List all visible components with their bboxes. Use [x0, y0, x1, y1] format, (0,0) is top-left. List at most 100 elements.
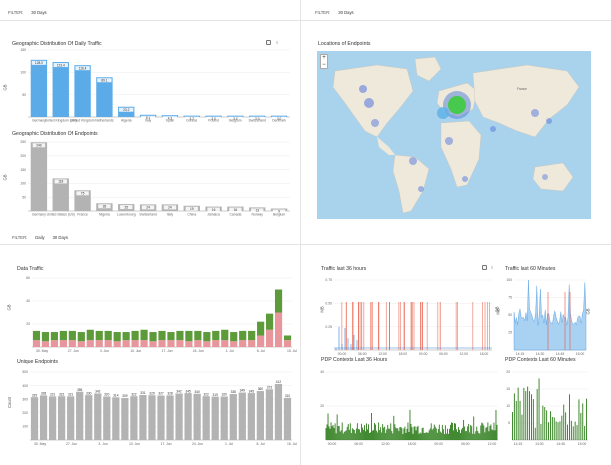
- geo-traffic-xtick: Denmark: [272, 119, 286, 123]
- unique-endpoints-ytick: 300: [22, 397, 28, 401]
- data-label: 309: [122, 394, 128, 398]
- data-label: 328: [167, 392, 173, 396]
- geo-endpoints-xtick: United States (US): [47, 213, 75, 217]
- save-icon[interactable]: [266, 40, 271, 45]
- traffic60-ytick: 25: [508, 331, 512, 335]
- unique-endpoints-xtick: 24. Jun: [192, 442, 203, 446]
- unique-endpoints-bar: [67, 396, 75, 440]
- save-icon[interactable]: [482, 265, 487, 270]
- zoom-in-button[interactable]: +: [322, 55, 326, 61]
- filter-value[interactable]: 30 Days: [31, 10, 47, 15]
- filter-value-daily[interactable]: Daily: [35, 235, 45, 240]
- geo-traffic-ytick: 100: [20, 71, 26, 75]
- filter-value[interactable]: 30 Days: [338, 10, 354, 15]
- data-label: 24: [168, 206, 172, 210]
- pdp60-bar: [572, 426, 574, 440]
- traffic36-xtick: 18:00: [399, 352, 408, 356]
- data-traffic-bar-segment: [113, 341, 121, 347]
- pdp60-bar: [559, 421, 561, 440]
- data-traffic-bar-segment: [203, 332, 211, 342]
- data-traffic-bar-segment: [239, 340, 247, 347]
- pdp60-bar: [548, 422, 549, 440]
- filter-bar-top-right[interactable]: FILTER: 30 Days: [315, 10, 354, 15]
- menu-icon[interactable]: ≡: [491, 265, 494, 270]
- traffic36-xtick: 12:00: [378, 352, 387, 356]
- data-traffic-bar-segment: [167, 332, 175, 341]
- data-traffic-bar-segment: [77, 332, 85, 342]
- filter-label: FILTER:: [12, 235, 28, 240]
- data-label-bg: [53, 63, 68, 68]
- pdp60-bar: [561, 415, 563, 440]
- geo-endpoints-bar: [30, 142, 48, 211]
- unique-endpoints-xtick: 15. Jul: [287, 442, 297, 446]
- data-traffic-bar-segment: [283, 335, 292, 341]
- data-label: 373: [267, 385, 273, 389]
- unique-endpoints-bar: [121, 397, 129, 440]
- data-label: 330: [86, 391, 92, 395]
- data-label: 4.3: [168, 116, 173, 120]
- pdp36-xtick: 06:00: [354, 442, 363, 446]
- geo-endpoints-ytick: 50: [22, 195, 26, 199]
- data-label: 412: [276, 380, 282, 384]
- pdp60-bar: [565, 412, 567, 440]
- data-label: 345: [249, 389, 255, 393]
- data-traffic-bar-segment: [158, 340, 166, 347]
- data-traffic-bar-segment: [59, 340, 67, 347]
- data-label-bg: [272, 209, 286, 214]
- unique-endpoints-bar: [265, 389, 274, 440]
- geo-traffic-ytick: 50: [22, 93, 26, 97]
- filter-bar-top-left[interactable]: FILTER: 30 Days: [8, 10, 47, 15]
- data-traffic-bar-segment: [203, 341, 211, 347]
- panel-title-data-traffic: Data Traffic: [17, 266, 44, 272]
- data-traffic-bar-segment: [131, 330, 139, 341]
- geo-traffic-xtick: Algeria: [121, 119, 132, 123]
- data-label-bg: [141, 205, 155, 210]
- panel-title-pdp60: PDP Contexts Last 60 Minutes: [505, 357, 576, 363]
- geo-endpoints-xtick: Jamaica: [207, 213, 220, 217]
- data-traffic-xtick: 8. Jul: [257, 349, 265, 353]
- data-traffic-bar-segment: [283, 340, 292, 347]
- unique-endpoints-bar: [157, 395, 165, 440]
- data-traffic-bar-segment: [221, 329, 229, 341]
- data-label: 360: [258, 387, 264, 391]
- geo-endpoints-xtick: Canada: [229, 213, 241, 217]
- data-label: 3.0: [211, 117, 216, 121]
- panel-title-map: Locations of Endpoints: [318, 41, 371, 47]
- data-traffic-bar-segment: [122, 340, 130, 347]
- pdp60-bar: [540, 424, 542, 440]
- data-traffic-xtick: 24. Jun: [193, 349, 204, 353]
- unique-endpoints-bar: [283, 397, 292, 440]
- data-label: 342: [176, 390, 182, 394]
- map-country-label: France: [517, 87, 527, 91]
- panel-title-geo-traffic: Geographic Distribution Of Daily Traffic: [12, 41, 102, 47]
- data-traffic-bar-segment: [248, 340, 256, 347]
- geo-traffic-xtick: Poland: [208, 119, 219, 123]
- filter-value-period[interactable]: 30 Days: [52, 235, 68, 240]
- menu-icon[interactable]: ≡: [276, 40, 279, 45]
- data-label: 342: [95, 390, 101, 394]
- data-traffic-bar-segment: [86, 329, 94, 341]
- pdp60-bar: [569, 394, 570, 440]
- data-traffic-bar-segment: [50, 332, 58, 341]
- geo-endpoints-ytick: 200: [20, 154, 26, 158]
- unique-endpoints-xtick: 17. Jun: [160, 442, 171, 446]
- data-label: 314: [113, 393, 119, 397]
- unique-endpoints-bar: [130, 396, 138, 440]
- data-traffic-bar-segment: [230, 332, 238, 342]
- traffic60-ytick: 50: [508, 313, 512, 317]
- zoom-out-button[interactable]: −: [322, 62, 326, 68]
- data-label-bg: [250, 116, 265, 121]
- data-traffic-bar-segment: [176, 330, 184, 341]
- map[interactable]: + − France: [317, 51, 591, 219]
- pdp60-bar: [519, 400, 521, 440]
- data-traffic-bar-segment: [230, 341, 238, 347]
- pdp60-xtick: 14:45: [556, 442, 565, 446]
- unique-endpoints-bar: [30, 397, 39, 440]
- unique-endpoints-xtick: 10. Jun: [129, 442, 140, 446]
- pdp60-bar: [517, 387, 519, 440]
- filter-bar-bottom-left[interactable]: FILTER: Daily 30 Days: [12, 235, 68, 240]
- geo-traffic-bar: [118, 106, 135, 117]
- pdp60-bar: [582, 403, 584, 440]
- data-label-bg: [97, 78, 112, 83]
- data-label: 25: [124, 205, 128, 209]
